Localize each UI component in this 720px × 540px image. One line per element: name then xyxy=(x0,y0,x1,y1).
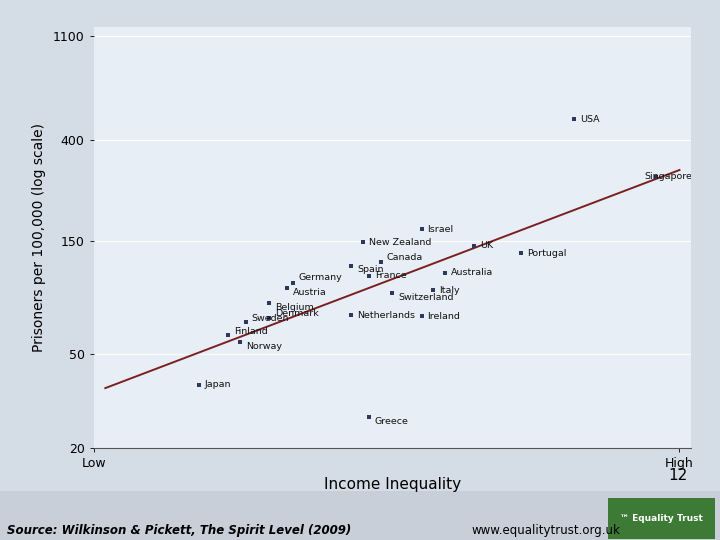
Text: Japan: Japan xyxy=(205,380,231,389)
Text: Portugal: Portugal xyxy=(527,249,567,258)
X-axis label: Income Inequality: Income Inequality xyxy=(324,477,461,492)
Y-axis label: Prisoners per 100,000 (log scale): Prisoners per 100,000 (log scale) xyxy=(32,123,46,352)
Text: Norway: Norway xyxy=(246,342,282,351)
Text: Greece: Greece xyxy=(375,417,409,426)
Text: Denmark: Denmark xyxy=(275,309,319,318)
Text: Switzerland: Switzerland xyxy=(398,293,454,302)
Text: 12: 12 xyxy=(668,468,688,483)
Text: Source: Wilkinson & Pickett, The Spirit Level (2009): Source: Wilkinson & Pickett, The Spirit … xyxy=(7,524,351,537)
Text: Germany: Germany xyxy=(299,273,343,282)
Text: Australia: Australia xyxy=(451,268,493,278)
Text: Ireland: Ireland xyxy=(428,312,460,321)
Text: USA: USA xyxy=(580,114,600,124)
Text: ™ Equality Trust: ™ Equality Trust xyxy=(620,514,703,523)
Text: Netherlands: Netherlands xyxy=(357,310,415,320)
Text: Austria: Austria xyxy=(293,288,327,296)
Text: UK: UK xyxy=(480,241,493,251)
Text: Singapore: Singapore xyxy=(644,172,692,181)
Text: Sweden: Sweden xyxy=(252,314,289,323)
Text: Canada: Canada xyxy=(387,253,423,262)
Text: France: France xyxy=(375,271,407,280)
Text: Israel: Israel xyxy=(428,225,454,234)
Text: Belgium: Belgium xyxy=(275,303,314,312)
Text: Italy: Italy xyxy=(439,286,460,295)
Text: www.equalitytrust.org.uk: www.equalitytrust.org.uk xyxy=(472,524,621,537)
Text: New Zealand: New Zealand xyxy=(369,238,431,247)
Text: Spain: Spain xyxy=(357,265,384,274)
Text: Finland: Finland xyxy=(234,327,268,336)
